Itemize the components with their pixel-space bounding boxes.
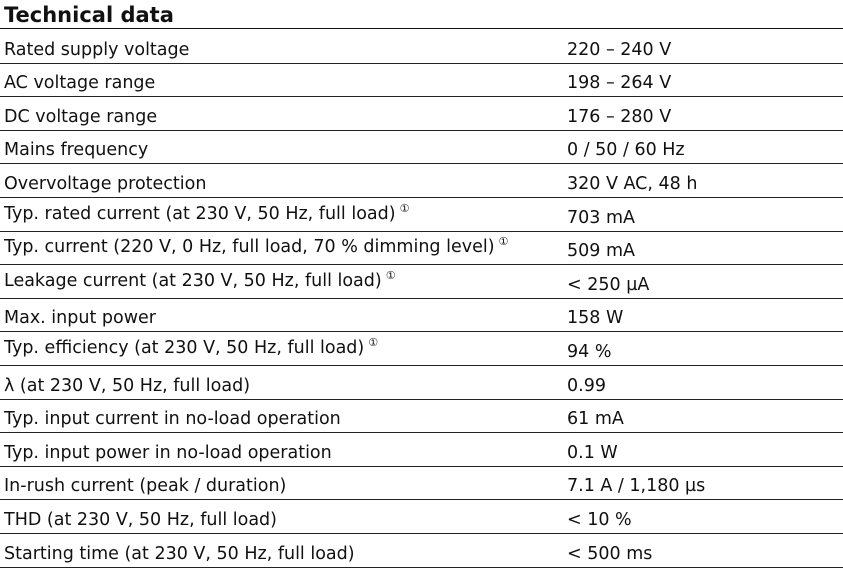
table-row: λ (at 230 V, 50 Hz, full load) 0.99 [0,366,843,400]
spec-value: 198 – 264 V [567,73,672,94]
title-divider [0,28,843,29]
spec-value: 320 V AC, 48 h [567,173,698,194]
footnote-marker-icon: ① [498,235,509,249]
section-title: Technical data [4,3,174,27]
table-row: THD (at 230 V, 50 Hz, full load) < 10 % [0,500,843,534]
spec-value: 61 mA [567,409,624,430]
table-row: Max. input power 158 W [0,299,843,333]
spec-label: Typ. current (220 V, 0 Hz, full load, 70… [4,235,509,258]
spec-label: λ (at 230 V, 50 Hz, full load) [4,376,250,396]
table-row: AC voltage range 198 – 264 V [0,64,843,98]
spec-label-text: Typ. rated current (at 230 V, 50 Hz, ful… [4,203,396,224]
table-row: Typ. rated current (at 230 V, 50 Hz, ful… [0,198,843,232]
footnote-marker-icon: ① [385,268,396,282]
spec-value: 94 % [567,341,612,362]
table-row: Leakage current (at 230 V, 50 Hz, full l… [0,265,843,299]
spec-value: 7.1 A / 1,180 µs [567,476,706,497]
spec-label-text: Mains frequency [4,140,149,161]
spec-label: Typ. rated current (at 230 V, 50 Hz, ful… [4,201,410,224]
spec-label-text: THD (at 230 V, 50 Hz, full load) [4,509,277,530]
spec-label: Leakage current (at 230 V, 50 Hz, full l… [4,268,396,291]
spec-label: Rated supply voltage [4,40,189,60]
spec-label: Typ. input current in no-load operation [4,409,341,429]
spec-label: In-rush current (peak / duration) [4,476,286,496]
spec-label-text: In-rush current (peak / duration) [4,476,287,497]
spec-label: Typ. efficiency (at 230 V, 50 Hz, full l… [4,336,379,358]
table-row: Typ. input power in no-load operation 0.1… [0,433,843,467]
spec-value: 0 / 50 / 60 Hz [567,140,685,161]
spec-value: < 10 % [567,509,632,530]
spec-label: THD (at 230 V, 50 Hz, full load) [4,510,277,530]
spec-value: 158 W [567,308,624,329]
table-row: DC voltage range 176 – 280 V [0,97,843,131]
spec-label: Mains frequency [4,140,148,160]
spec-value: 0.99 [567,375,606,396]
spec-label: Max. input power [4,308,156,328]
spec-label-text: AC voltage range [4,73,156,94]
spec-value: < 250 µA [567,274,650,295]
spec-label-text: Starting time (at 230 V, 50 Hz, full loa… [4,543,355,564]
table-row: Typ. efficiency (at 230 V, 50 Hz, full l… [0,332,843,366]
spec-value: 509 mA [567,241,635,262]
footnote-marker-icon: ① [368,336,379,350]
spec-label-text: Overvoltage protection [4,173,207,194]
spec-label-text: Typ. input power in no-load operation [4,442,332,463]
spec-label-text: DC voltage range [4,106,158,127]
table-row: Typ. input current in no-load operation 6… [0,400,843,434]
table-row: Rated supply voltage 220 – 240 V [0,30,843,64]
table-row: Starting time (at 230 V, 50 Hz, full loa… [0,534,843,568]
table-row: Typ. current (220 V, 0 Hz, full load, 70… [0,232,843,266]
table-row: Overvoltage protection 320 V AC, 48 h [0,164,843,198]
spec-value: 703 mA [567,207,635,228]
spec-label: AC voltage range [4,73,155,93]
spec-label: Starting time (at 230 V, 50 Hz, full loa… [4,544,355,564]
table-row: In-rush current (peak / duration) 7.1 A /… [0,467,843,501]
footnote-marker-icon: ① [399,201,410,215]
spec-label-text: Leakage current (at 230 V, 50 Hz, full l… [4,270,382,291]
spec-label-text: λ (at 230 V, 50 Hz, full load) [4,375,251,396]
table-row: Mains frequency 0 / 50 / 60 Hz [0,131,843,165]
spec-label-text: Rated supply voltage [4,39,190,60]
spec-label-text: Typ. input current in no-load operation [4,409,341,430]
spec-label: Overvoltage protection [4,174,206,194]
spec-label: Typ. input power in no-load operation [4,443,332,463]
spec-value: 0.1 W [567,442,618,463]
spec-value: 176 – 280 V [567,106,672,127]
spec-label-text: Typ. current (220 V, 0 Hz, full load, 70… [4,237,495,258]
spec-value: < 500 ms [567,543,653,564]
spec-table: Rated supply voltage 220 – 240 V AC voltag… [0,30,843,568]
spec-label: DC voltage range [4,107,157,127]
spec-label-text: Typ. efficiency (at 230 V, 50 Hz, full l… [4,337,365,358]
spec-label-text: Max. input power [4,308,156,329]
spec-value: 220 – 240 V [567,39,672,60]
